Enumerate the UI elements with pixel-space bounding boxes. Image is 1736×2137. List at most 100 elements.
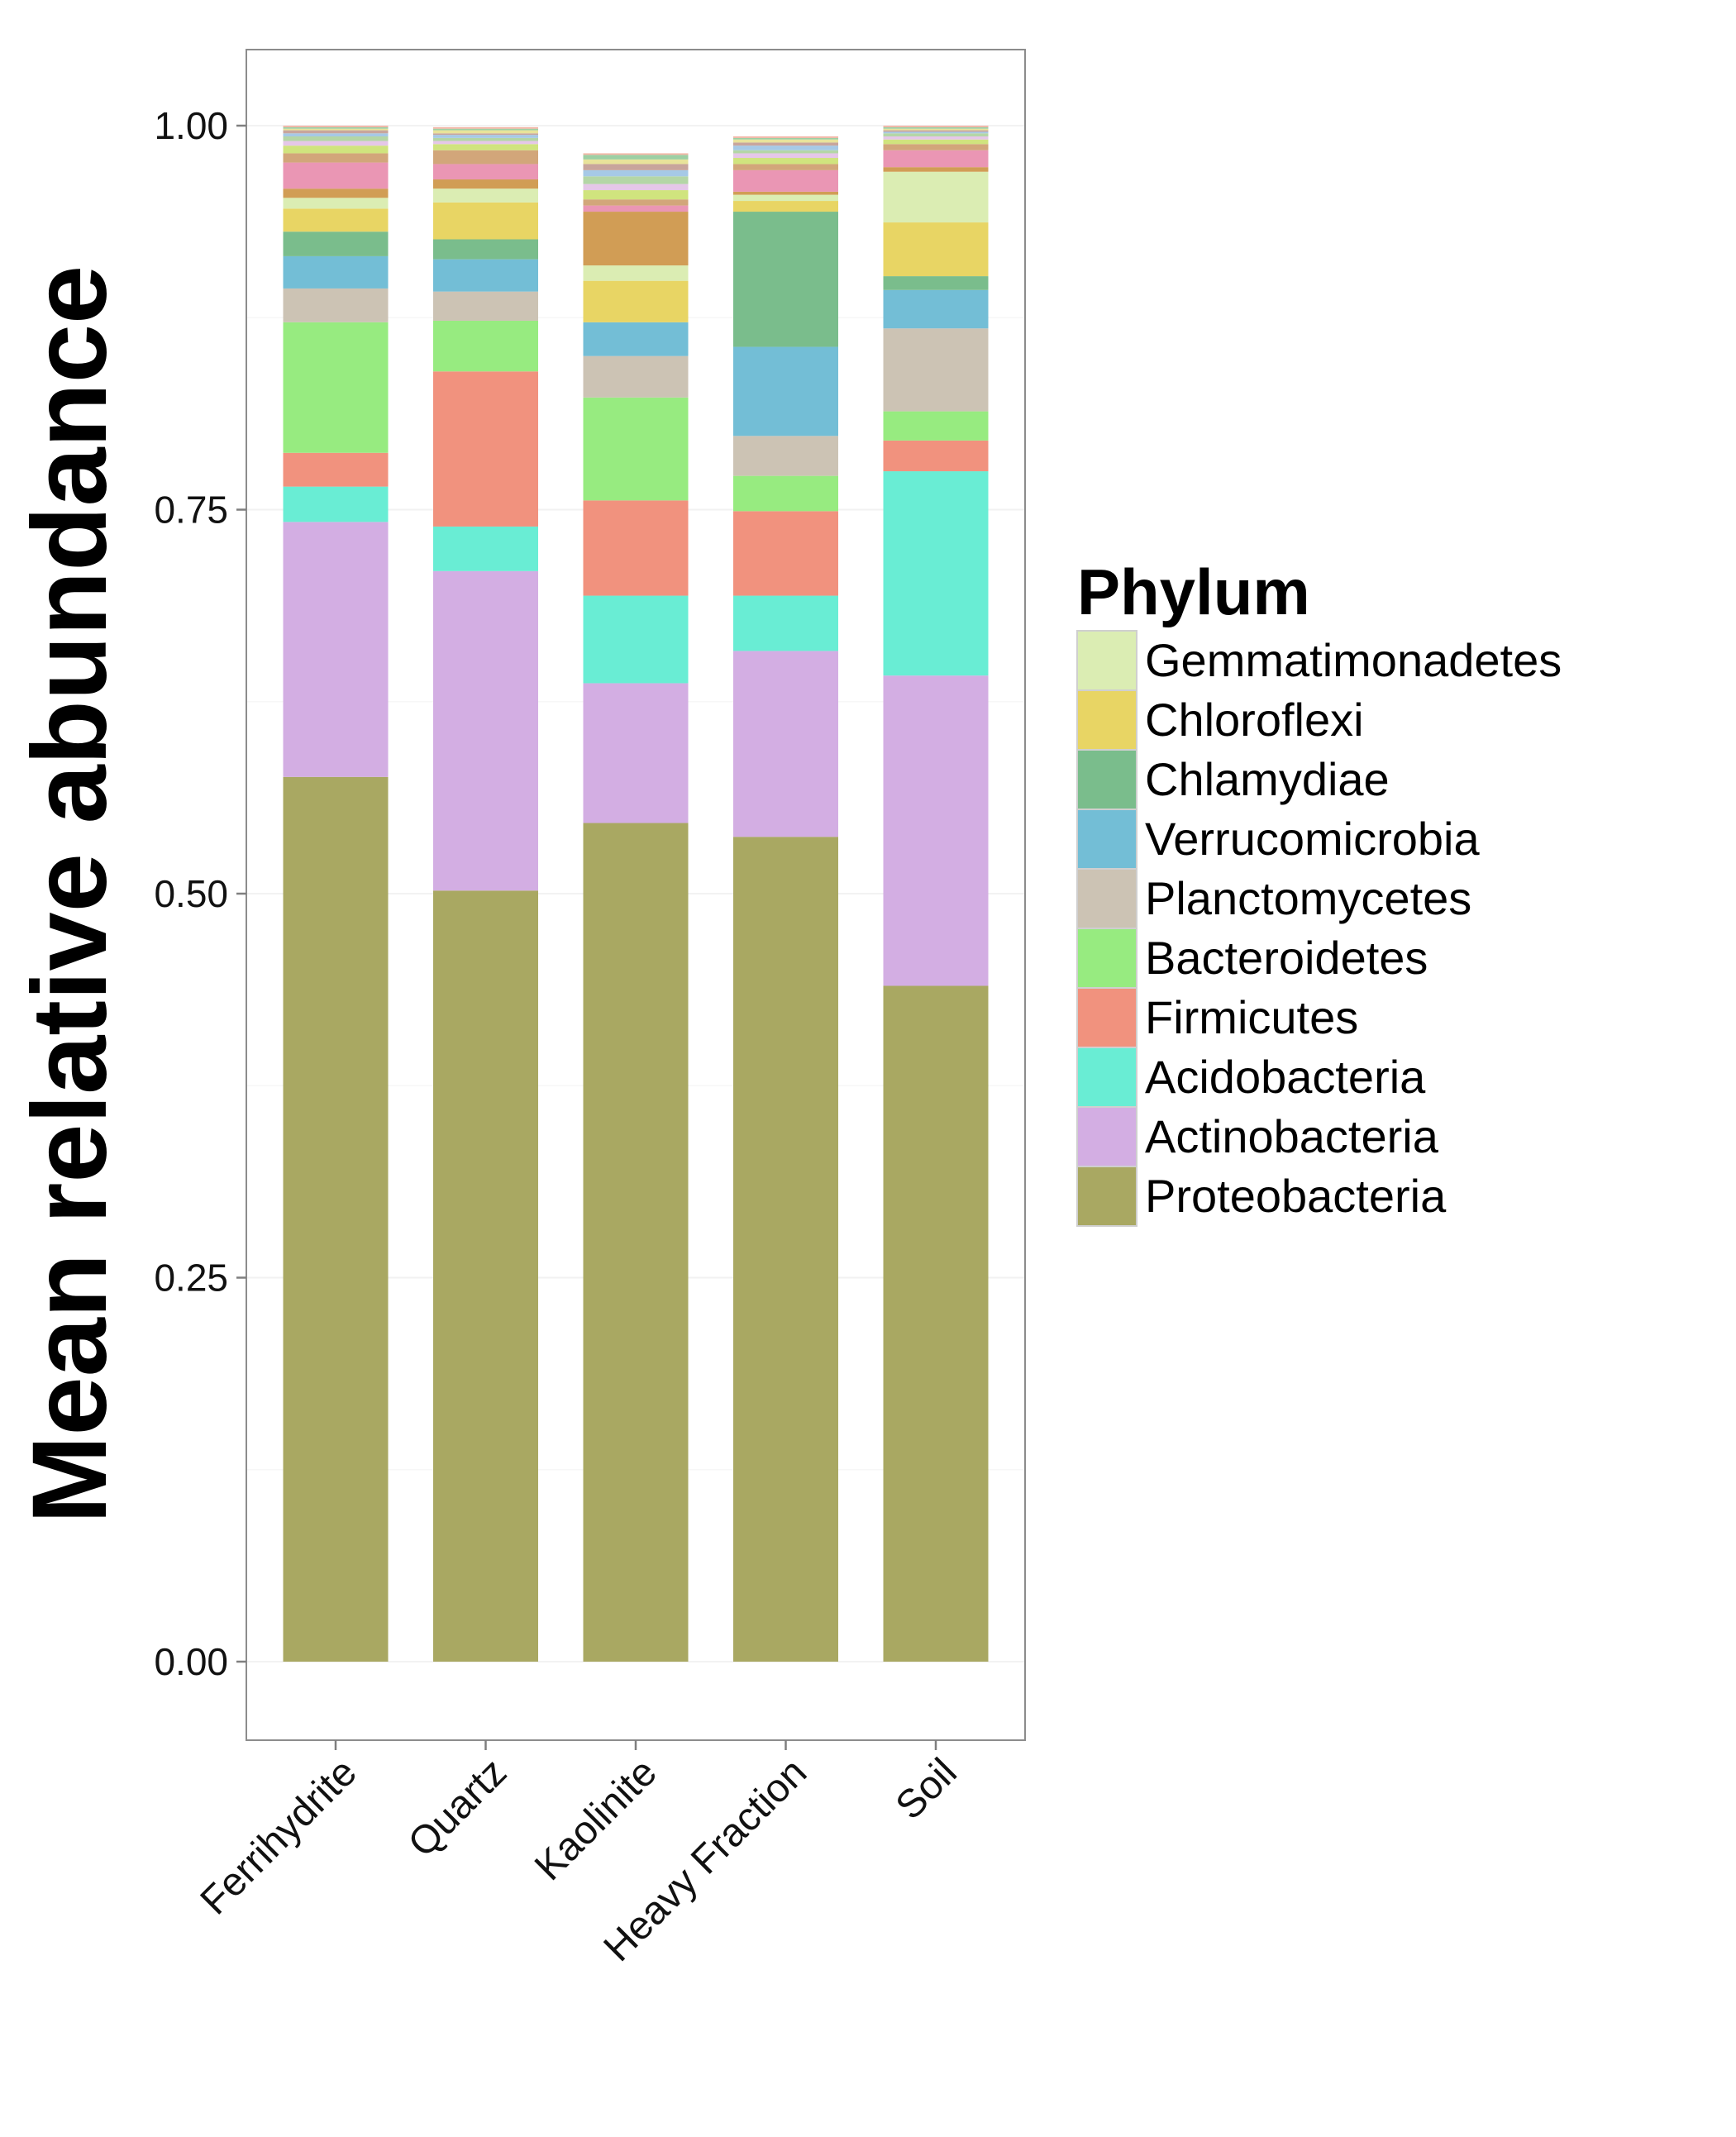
bar-segment-soil-minor-11[interactable] xyxy=(883,126,989,127)
bar-segment-heavy-fraction-planctomycetes[interactable] xyxy=(733,436,838,476)
bar-segment-quartz-minor-10[interactable] xyxy=(433,128,538,131)
bar-segment-soil-chloroflexi[interactable] xyxy=(883,222,989,277)
bar-segment-ferrihydrite-actinobacteria[interactable] xyxy=(283,522,389,777)
bar-segment-ferrihydrite-minor-10[interactable] xyxy=(283,126,389,129)
bar-segment-kaolinite-minor-5[interactable] xyxy=(583,184,689,191)
bar-segment-ferrihydrite-bacteroidetes[interactable] xyxy=(283,322,389,453)
bar-segment-quartz-minor-3[interactable] xyxy=(433,150,538,165)
bar-segment-ferrihydrite-minor-7[interactable] xyxy=(283,133,389,137)
bar-segment-quartz-minor-2[interactable] xyxy=(433,164,538,180)
bar-segment-kaolinite-chloroflexi[interactable] xyxy=(583,280,689,322)
bar-segment-heavy-fraction-acidobacteria[interactable] xyxy=(733,595,838,651)
bar-segment-ferrihydrite-gemmatimonadetes[interactable] xyxy=(283,198,389,209)
bar-segment-heavy-fraction-minor-1[interactable] xyxy=(733,191,838,195)
bar-segment-kaolinite-actinobacteria[interactable] xyxy=(583,683,689,823)
bar-segment-heavy-fraction-proteobacteria[interactable] xyxy=(733,837,838,1662)
bar-segment-ferrihydrite-chlamydiae[interactable] xyxy=(283,231,389,256)
bar-segment-soil-minor-1[interactable] xyxy=(883,167,989,172)
bar-segment-soil-chlamydiae[interactable] xyxy=(883,276,989,290)
bar-segment-quartz-chlamydiae[interactable] xyxy=(433,239,538,260)
bar-segment-ferrihydrite-proteobacteria[interactable] xyxy=(283,776,389,1662)
bar-segment-heavy-fraction-minor-7[interactable] xyxy=(733,145,838,150)
bar-segment-kaolinite-verrucomicrobia[interactable] xyxy=(583,322,689,356)
bar-segment-quartz-actinobacteria[interactable] xyxy=(433,570,538,891)
bar-segment-heavy-fraction-minor-5[interactable] xyxy=(733,153,838,159)
bar-stack-heavy-fraction[interactable] xyxy=(733,136,838,1662)
bar-segment-kaolinite-minor-1[interactable] xyxy=(583,212,689,266)
bar-stack-quartz[interactable] xyxy=(433,126,538,1662)
bar-segment-soil-minor-6[interactable] xyxy=(883,133,989,137)
bar-segment-ferrihydrite-planctomycetes[interactable] xyxy=(283,288,389,322)
bar-segment-soil-minor-10[interactable] xyxy=(883,126,989,129)
bar-segment-kaolinite-minor-11[interactable] xyxy=(583,153,689,155)
bar-segment-quartz-acidobacteria[interactable] xyxy=(433,526,538,571)
bar-segment-kaolinite-minor-3[interactable] xyxy=(583,199,689,206)
bar-segment-kaolinite-gemmatimonadetes[interactable] xyxy=(583,265,689,281)
bar-segment-quartz-minor-11[interactable] xyxy=(433,126,538,129)
bar-segment-soil-minor-2[interactable] xyxy=(883,150,989,168)
bar-segment-ferrihydrite-firmicutes[interactable] xyxy=(283,452,389,487)
bar-segment-soil-firmicutes[interactable] xyxy=(883,440,989,472)
bar-segment-heavy-fraction-gemmatimonadetes[interactable] xyxy=(733,194,838,202)
bar-segment-soil-gemmatimonadetes[interactable] xyxy=(883,171,989,223)
bar-segment-kaolinite-minor-8[interactable] xyxy=(583,164,689,170)
bar-segment-ferrihydrite-minor-5[interactable] xyxy=(283,141,389,146)
bar-segment-ferrihydrite-minor-11[interactable] xyxy=(283,126,389,127)
bar-segment-quartz-proteobacteria[interactable] xyxy=(433,890,538,1662)
bar-segment-soil-proteobacteria[interactable] xyxy=(883,985,989,1662)
bar-segment-soil-minor-3[interactable] xyxy=(883,144,989,150)
bar-segment-quartz-planctomycetes[interactable] xyxy=(433,291,538,321)
bar-segment-heavy-fraction-minor-10[interactable] xyxy=(733,137,838,140)
bar-segment-soil-planctomycetes[interactable] xyxy=(883,328,989,412)
bar-segment-quartz-minor-8[interactable] xyxy=(433,133,538,136)
bar-segment-ferrihydrite-minor-2[interactable] xyxy=(283,162,389,189)
bar-segment-ferrihydrite-chloroflexi[interactable] xyxy=(283,208,389,232)
bar-segment-heavy-fraction-verrucomicrobia[interactable] xyxy=(733,346,838,436)
bar-segment-heavy-fraction-minor-6[interactable] xyxy=(733,150,838,154)
bar-segment-heavy-fraction-minor-9[interactable] xyxy=(733,139,838,143)
bar-segment-soil-minor-9[interactable] xyxy=(883,128,989,131)
bar-segment-soil-verrucomicrobia[interactable] xyxy=(883,289,989,329)
bar-segment-heavy-fraction-minor-3[interactable] xyxy=(733,164,838,170)
bar-segment-ferrihydrite-acidobacteria[interactable] xyxy=(283,486,389,522)
bar-stack-ferrihydrite[interactable] xyxy=(283,126,389,1662)
bar-segment-ferrihydrite-verrucomicrobia[interactable] xyxy=(283,255,389,289)
bar-segment-soil-acidobacteria[interactable] xyxy=(883,471,989,676)
bar-segment-quartz-verrucomicrobia[interactable] xyxy=(433,259,538,292)
bar-segment-quartz-minor-4[interactable] xyxy=(433,144,538,150)
bar-segment-quartz-firmicutes[interactable] xyxy=(433,371,538,527)
bar-segment-quartz-bacteroidetes[interactable] xyxy=(433,320,538,372)
bar-segment-heavy-fraction-bacteroidetes[interactable] xyxy=(733,475,838,512)
bar-segment-ferrihydrite-minor-6[interactable] xyxy=(283,136,389,141)
bar-segment-heavy-fraction-chlamydiae[interactable] xyxy=(733,212,838,347)
bar-segment-heavy-fraction-minor-11[interactable] xyxy=(733,136,838,138)
bar-segment-soil-minor-5[interactable] xyxy=(883,136,989,140)
bar-segment-ferrihydrite-minor-9[interactable] xyxy=(283,128,389,131)
bar-segment-kaolinite-minor-10[interactable] xyxy=(583,155,689,160)
bar-segment-quartz-chloroflexi[interactable] xyxy=(433,202,538,240)
bar-segment-kaolinite-proteobacteria[interactable] xyxy=(583,823,689,1662)
bar-segment-kaolinite-minor-4[interactable] xyxy=(583,190,689,200)
bar-segment-ferrihydrite-minor-3[interactable] xyxy=(283,153,389,163)
bar-segment-heavy-fraction-firmicutes[interactable] xyxy=(733,511,838,596)
bar-segment-ferrihydrite-minor-4[interactable] xyxy=(283,145,389,154)
bar-segment-soil-minor-4[interactable] xyxy=(883,139,989,145)
bar-segment-kaolinite-minor-6[interactable] xyxy=(583,176,689,184)
bar-segment-soil-bacteroidetes[interactable] xyxy=(883,411,989,441)
bar-stack-soil[interactable] xyxy=(883,126,989,1662)
bar-segment-heavy-fraction-minor-2[interactable] xyxy=(733,169,838,192)
bar-segment-kaolinite-minor-9[interactable] xyxy=(583,159,689,165)
bar-segment-quartz-minor-7[interactable] xyxy=(433,135,538,138)
bar-segment-soil-actinobacteria[interactable] xyxy=(883,675,989,986)
bar-segment-heavy-fraction-minor-8[interactable] xyxy=(733,142,838,146)
bar-segment-quartz-minor-6[interactable] xyxy=(433,137,538,141)
bar-segment-heavy-fraction-minor-4[interactable] xyxy=(733,158,838,165)
bar-segment-kaolinite-planctomycetes[interactable] xyxy=(583,355,689,398)
bar-segment-ferrihydrite-minor-8[interactable] xyxy=(283,130,389,134)
bar-segment-kaolinite-bacteroidetes[interactable] xyxy=(583,397,689,501)
bar-segment-quartz-minor-5[interactable] xyxy=(433,141,538,145)
bar-segment-kaolinite-acidobacteria[interactable] xyxy=(583,595,689,684)
bar-segment-kaolinite-firmicutes[interactable] xyxy=(583,500,689,596)
bar-segment-ferrihydrite-minor-1[interactable] xyxy=(283,188,389,198)
bar-segment-kaolinite-minor-2[interactable] xyxy=(583,205,689,212)
